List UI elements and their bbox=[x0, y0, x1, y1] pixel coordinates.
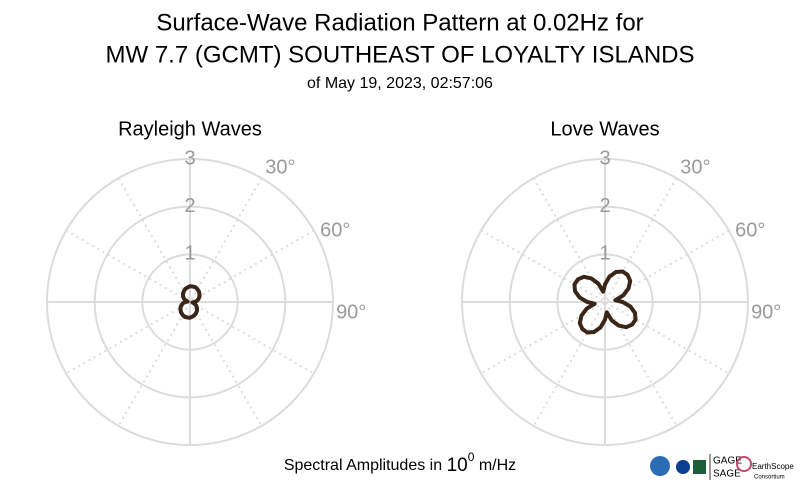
theta-tick-label: 90° bbox=[336, 302, 366, 324]
r-grid-circle bbox=[141, 253, 239, 351]
footer-base: 10 bbox=[447, 455, 468, 476]
theta-tick-label: 60° bbox=[320, 219, 350, 241]
logo-nasa bbox=[676, 460, 690, 474]
r-tick-label: 1 bbox=[184, 243, 195, 265]
polar-plot: 30° 60° 90° 1 2 3 Love Waves bbox=[461, 118, 781, 446]
r-tick-label: 2 bbox=[184, 195, 195, 217]
footer-text: m/Hz bbox=[474, 457, 516, 474]
logo-text: Consortium bbox=[754, 475, 785, 481]
r-grid-circle bbox=[46, 158, 334, 446]
title-line: Surface-Wave Radiation Pattern at 0.02Hz… bbox=[156, 9, 643, 36]
pattern-line bbox=[178, 284, 202, 320]
theta-tick-label: 90° bbox=[751, 302, 781, 324]
r-grid-circle bbox=[556, 253, 654, 351]
logos: GAGE SAGE EarthScope Consortium bbox=[650, 454, 794, 481]
r-grid-circle bbox=[461, 158, 749, 446]
logo-usgs bbox=[693, 460, 706, 474]
theta-tick-label: 30° bbox=[265, 156, 295, 178]
logo-text: SAGE bbox=[713, 469, 741, 480]
r-tick-label: 3 bbox=[184, 147, 195, 169]
subplot-title: Rayleigh Waves bbox=[118, 118, 262, 140]
logo-nsf bbox=[650, 456, 670, 476]
pattern-line bbox=[572, 269, 638, 335]
logo-text: GAGE bbox=[713, 456, 742, 467]
footer-exponent: 0 bbox=[468, 450, 475, 464]
polar-plot: 30° 60° 90° 1 2 3 Rayleigh Waves bbox=[46, 118, 366, 446]
theta-tick-label: 30° bbox=[680, 156, 710, 178]
subplot-title: Love Waves bbox=[550, 118, 659, 140]
theta-tick-label: 60° bbox=[735, 219, 765, 241]
subtitle: of May 19, 2023, 02:57:06 bbox=[307, 75, 493, 92]
r-tick-label: 3 bbox=[599, 147, 610, 169]
r-grid-circle bbox=[508, 205, 702, 399]
title-line: MW 7.7 (GCMT) SOUTHEAST OF LOYALTY ISLAN… bbox=[106, 41, 695, 68]
r-tick-label: 1 bbox=[599, 243, 610, 265]
r-grid-circle bbox=[93, 205, 287, 399]
r-tick-label: 2 bbox=[599, 195, 610, 217]
footer-text: Spectral Amplitudes in bbox=[284, 457, 447, 474]
footer-label: Spectral Amplitudes in 100 m/Hz bbox=[284, 450, 516, 476]
logo-earthscope bbox=[736, 456, 752, 472]
logo-text: EarthScope bbox=[752, 462, 794, 471]
